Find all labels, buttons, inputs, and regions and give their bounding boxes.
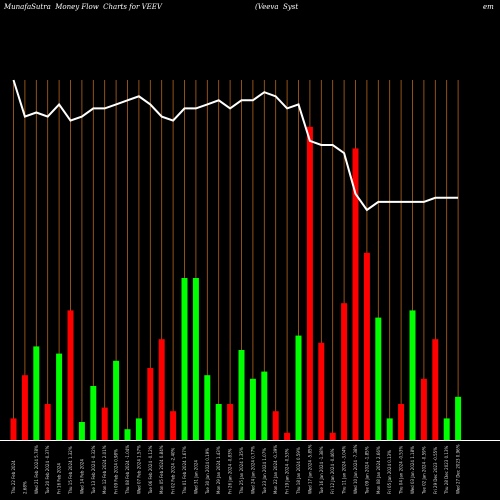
money-flow-bar xyxy=(158,339,165,440)
x-tick-label: Wed 10 Jan 2024 -7.38% xyxy=(353,444,358,494)
money-flow-bar xyxy=(215,404,222,440)
chart-subtitle-tail: em xyxy=(483,3,494,11)
x-tick-label: Wed 27 Dec 2023 0.96% xyxy=(456,444,461,494)
money-flow-bar xyxy=(409,310,416,440)
money-flow-bar xyxy=(238,350,245,440)
money-flow-bar xyxy=(90,386,97,440)
x-tick-label: Wed 03 Jan 2024 1.18% xyxy=(410,446,415,494)
x-tick-label: Tue 09 Jan 2024 -1.85% xyxy=(364,446,369,495)
x-tick-label: Thu 18 Jan 2024 0.59% xyxy=(296,447,301,495)
x-tick-label: Thu 22 Feb 2024 xyxy=(11,460,16,495)
money-flow-bar xyxy=(10,418,17,440)
money-flow-bar xyxy=(113,360,120,440)
money-flow-bar xyxy=(284,432,291,440)
money-flow-bar xyxy=(420,378,427,440)
money-flow-bar xyxy=(56,353,63,440)
money-flow-bar xyxy=(272,411,279,440)
money-flow-bar xyxy=(455,396,462,440)
money-flow-bar xyxy=(124,429,131,440)
money-flow-bar xyxy=(33,346,40,440)
money-flow-bar xyxy=(78,422,85,440)
x-tick-label: Tue 06 Feb 2024 -0.12% xyxy=(148,445,153,495)
chart-subtitle: (Veeva Syst xyxy=(255,3,299,11)
x-tick-label: Wed 24 Jan 2024 0.77% xyxy=(250,446,255,494)
x-tick-label: Fri 26 Jan 2024 -0.83% xyxy=(228,448,233,494)
money-flow-bar xyxy=(261,371,268,440)
money-flow-bar xyxy=(375,317,382,440)
x-tick-label: Wed 14 Feb 2024 xyxy=(79,459,84,494)
money-flow-bar xyxy=(363,252,370,440)
x-tick-label: Fri 02 Feb 2024 -2.40% xyxy=(171,447,176,494)
money-flow-bar xyxy=(101,407,108,440)
x-tick-label: Wed 17 Jan 2024 -5.85% xyxy=(307,444,312,494)
money-flow-bar xyxy=(341,303,348,440)
money-flow-bar xyxy=(21,375,28,440)
x-tick-label: Wed 31 Jan 2024 xyxy=(193,460,198,494)
x-tick-label: Mon 29 Jan 2024 1.43% xyxy=(216,446,221,494)
money-flow-bar xyxy=(135,418,142,440)
money-flow-bar xyxy=(352,148,359,440)
money-flow-bar xyxy=(192,278,199,440)
x-tick-label: Thu 08 Feb 2024 -1.04% xyxy=(125,445,130,495)
x-tick-label: Thu 28 Dec 2023 0.13% xyxy=(444,445,449,495)
money-flow-bar xyxy=(329,432,336,440)
x-tick-label: Fri 05 Jan 2024 0.13% xyxy=(387,450,392,494)
money-flow-bar xyxy=(295,335,302,440)
x-tick-label: Thu 15 Feb 2024 1.32% xyxy=(68,446,73,495)
money-flow-bar xyxy=(181,278,188,440)
x-tick-label: Tue 23 Jan 2024 1.07% xyxy=(262,448,267,495)
money-flow-bar xyxy=(227,404,234,440)
x-tick-label: Fri 12 Jan 2024 -0.46% xyxy=(330,448,335,494)
price-line xyxy=(12,79,459,212)
x-tick-label: Thu 11 Jan 2024 -3.04% xyxy=(342,446,347,495)
money-flow-bar xyxy=(44,404,51,440)
money-flow-bar xyxy=(147,368,154,440)
x-tick-label: Tue 30 Jan 2024 0.19% xyxy=(205,448,210,495)
x-tick-label: Mon 05 Feb 2024 0.84% xyxy=(159,445,164,494)
x-tick-label: Fri 09 Feb 2024 0.98% xyxy=(114,449,119,494)
money-flow-bar xyxy=(204,375,211,440)
x-tick-label: 2.68% xyxy=(22,481,27,494)
money-flow-bar xyxy=(443,418,450,440)
x-tick-label: Wed 07 Feb 2024 1.57% xyxy=(136,445,141,494)
money-flow-bar xyxy=(318,342,325,440)
money-flow-bar xyxy=(67,310,74,440)
money-flow-bar xyxy=(170,411,177,440)
x-tick-label: Tue 02 Jan 2024 -0.59% xyxy=(421,446,426,495)
money-flow-bar xyxy=(306,126,313,441)
x-tick-label: Mon 12 Feb 2024 2.01% xyxy=(102,445,107,494)
x-tick-label: Tue 13 Feb 2024 -0.32% xyxy=(91,445,96,495)
x-tick-label: Tue 20 Feb 2024 -0.37% xyxy=(45,445,50,495)
x-tick-label: Wed 21 Feb 2024 5.78% xyxy=(34,445,39,494)
x-tick-label: Thu 25 Jan 2024 1.35% xyxy=(239,447,244,495)
money-flow-bar xyxy=(398,404,405,440)
x-tick-label: Mon 22 Jan 2024 -0.39% xyxy=(273,445,278,494)
money-flow-bar xyxy=(432,339,439,440)
x-tick-label: Mon 08 Jan 2024 2.66% xyxy=(376,446,381,494)
chart-title: MunafaSutra Money Flow Charts for VEEV xyxy=(4,3,162,11)
money-flow-bar xyxy=(386,418,393,440)
x-tick-label: Thu 04 Jan 2024 -0.53% xyxy=(399,446,404,495)
x-tick-label: Fri 19 Jan 2024 -0.53% xyxy=(285,448,290,494)
x-tick-label: Tue 16 Jan 2024 -1.38% xyxy=(319,446,324,495)
x-tick-label: Thu 01 Feb 2024 1.67% xyxy=(182,446,187,495)
x-tick-label: Fri 16 Feb 2024 xyxy=(57,463,62,494)
x-tick-label: Fri 29 Dec 2023 -0.55% xyxy=(433,447,438,494)
money-flow-bar xyxy=(249,378,256,440)
